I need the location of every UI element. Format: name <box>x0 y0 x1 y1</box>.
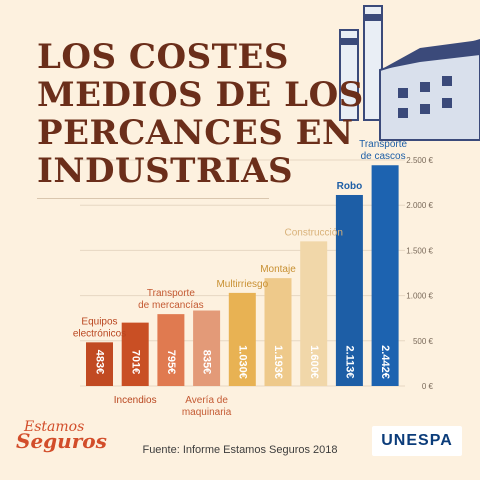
category-label: Equipos electrónicos <box>73 316 126 339</box>
bar-value-label: 835€ <box>201 350 213 374</box>
bar <box>371 165 399 386</box>
bar-value-label: 795€ <box>165 350 177 374</box>
bar <box>300 241 328 386</box>
bar <box>228 292 256 386</box>
bar-value-label: 483€ <box>94 350 106 374</box>
y-tick-label: 1.500 € <box>406 246 433 255</box>
bar-value-label: 1.193€ <box>272 345 284 379</box>
source-note: Fuente: Informe Estamos Seguros 2018 <box>142 444 338 456</box>
y-tick-label: 500 € <box>413 337 434 346</box>
bar-value-label: 2.442€ <box>379 345 391 379</box>
bar <box>86 342 113 386</box>
bar-value-label: 1.600€ <box>308 345 320 379</box>
bar-value-label: 1.030€ <box>236 345 248 379</box>
category-label: Avería de maquinaria <box>182 395 232 418</box>
page-title: LOS COSTES MEDIOS DE LOS PERCANCES EN IN… <box>37 38 364 190</box>
y-tick-label: 0 € <box>422 382 434 391</box>
category-label: Montaje <box>260 264 296 275</box>
bar <box>121 322 149 386</box>
title-line: PERCANCES EN <box>37 113 354 153</box>
title-divider <box>37 198 269 199</box>
category-label: Transporte de mercancías <box>138 288 204 311</box>
unespa-logo: UNESPA <box>372 426 462 456</box>
bar <box>157 314 185 386</box>
y-tick-label: 2.000 € <box>406 201 433 210</box>
bar <box>193 310 221 386</box>
bar <box>335 194 363 386</box>
y-tick-label: 2.500 € <box>406 156 433 165</box>
category-label: Multirriesgo <box>216 279 268 290</box>
bar-value-label: 701€ <box>129 350 141 374</box>
factory-illustration <box>339 5 480 141</box>
category-label: Transporte de cascos <box>359 139 407 162</box>
bar-value-label: 2.113€ <box>343 345 355 378</box>
estamos-seguros-logo: Estamos Seguros <box>16 419 107 453</box>
category-label: Robo <box>337 181 363 192</box>
title-line: INDUSTRIAS <box>37 151 294 191</box>
category-label: Incendios <box>114 395 157 406</box>
title-line: LOS COSTES <box>37 37 289 77</box>
title-line: MEDIOS DE LOS <box>37 75 364 115</box>
category-label: Construcción <box>285 227 343 238</box>
y-tick-label: 1.000 € <box>406 292 433 301</box>
bar <box>264 278 292 386</box>
